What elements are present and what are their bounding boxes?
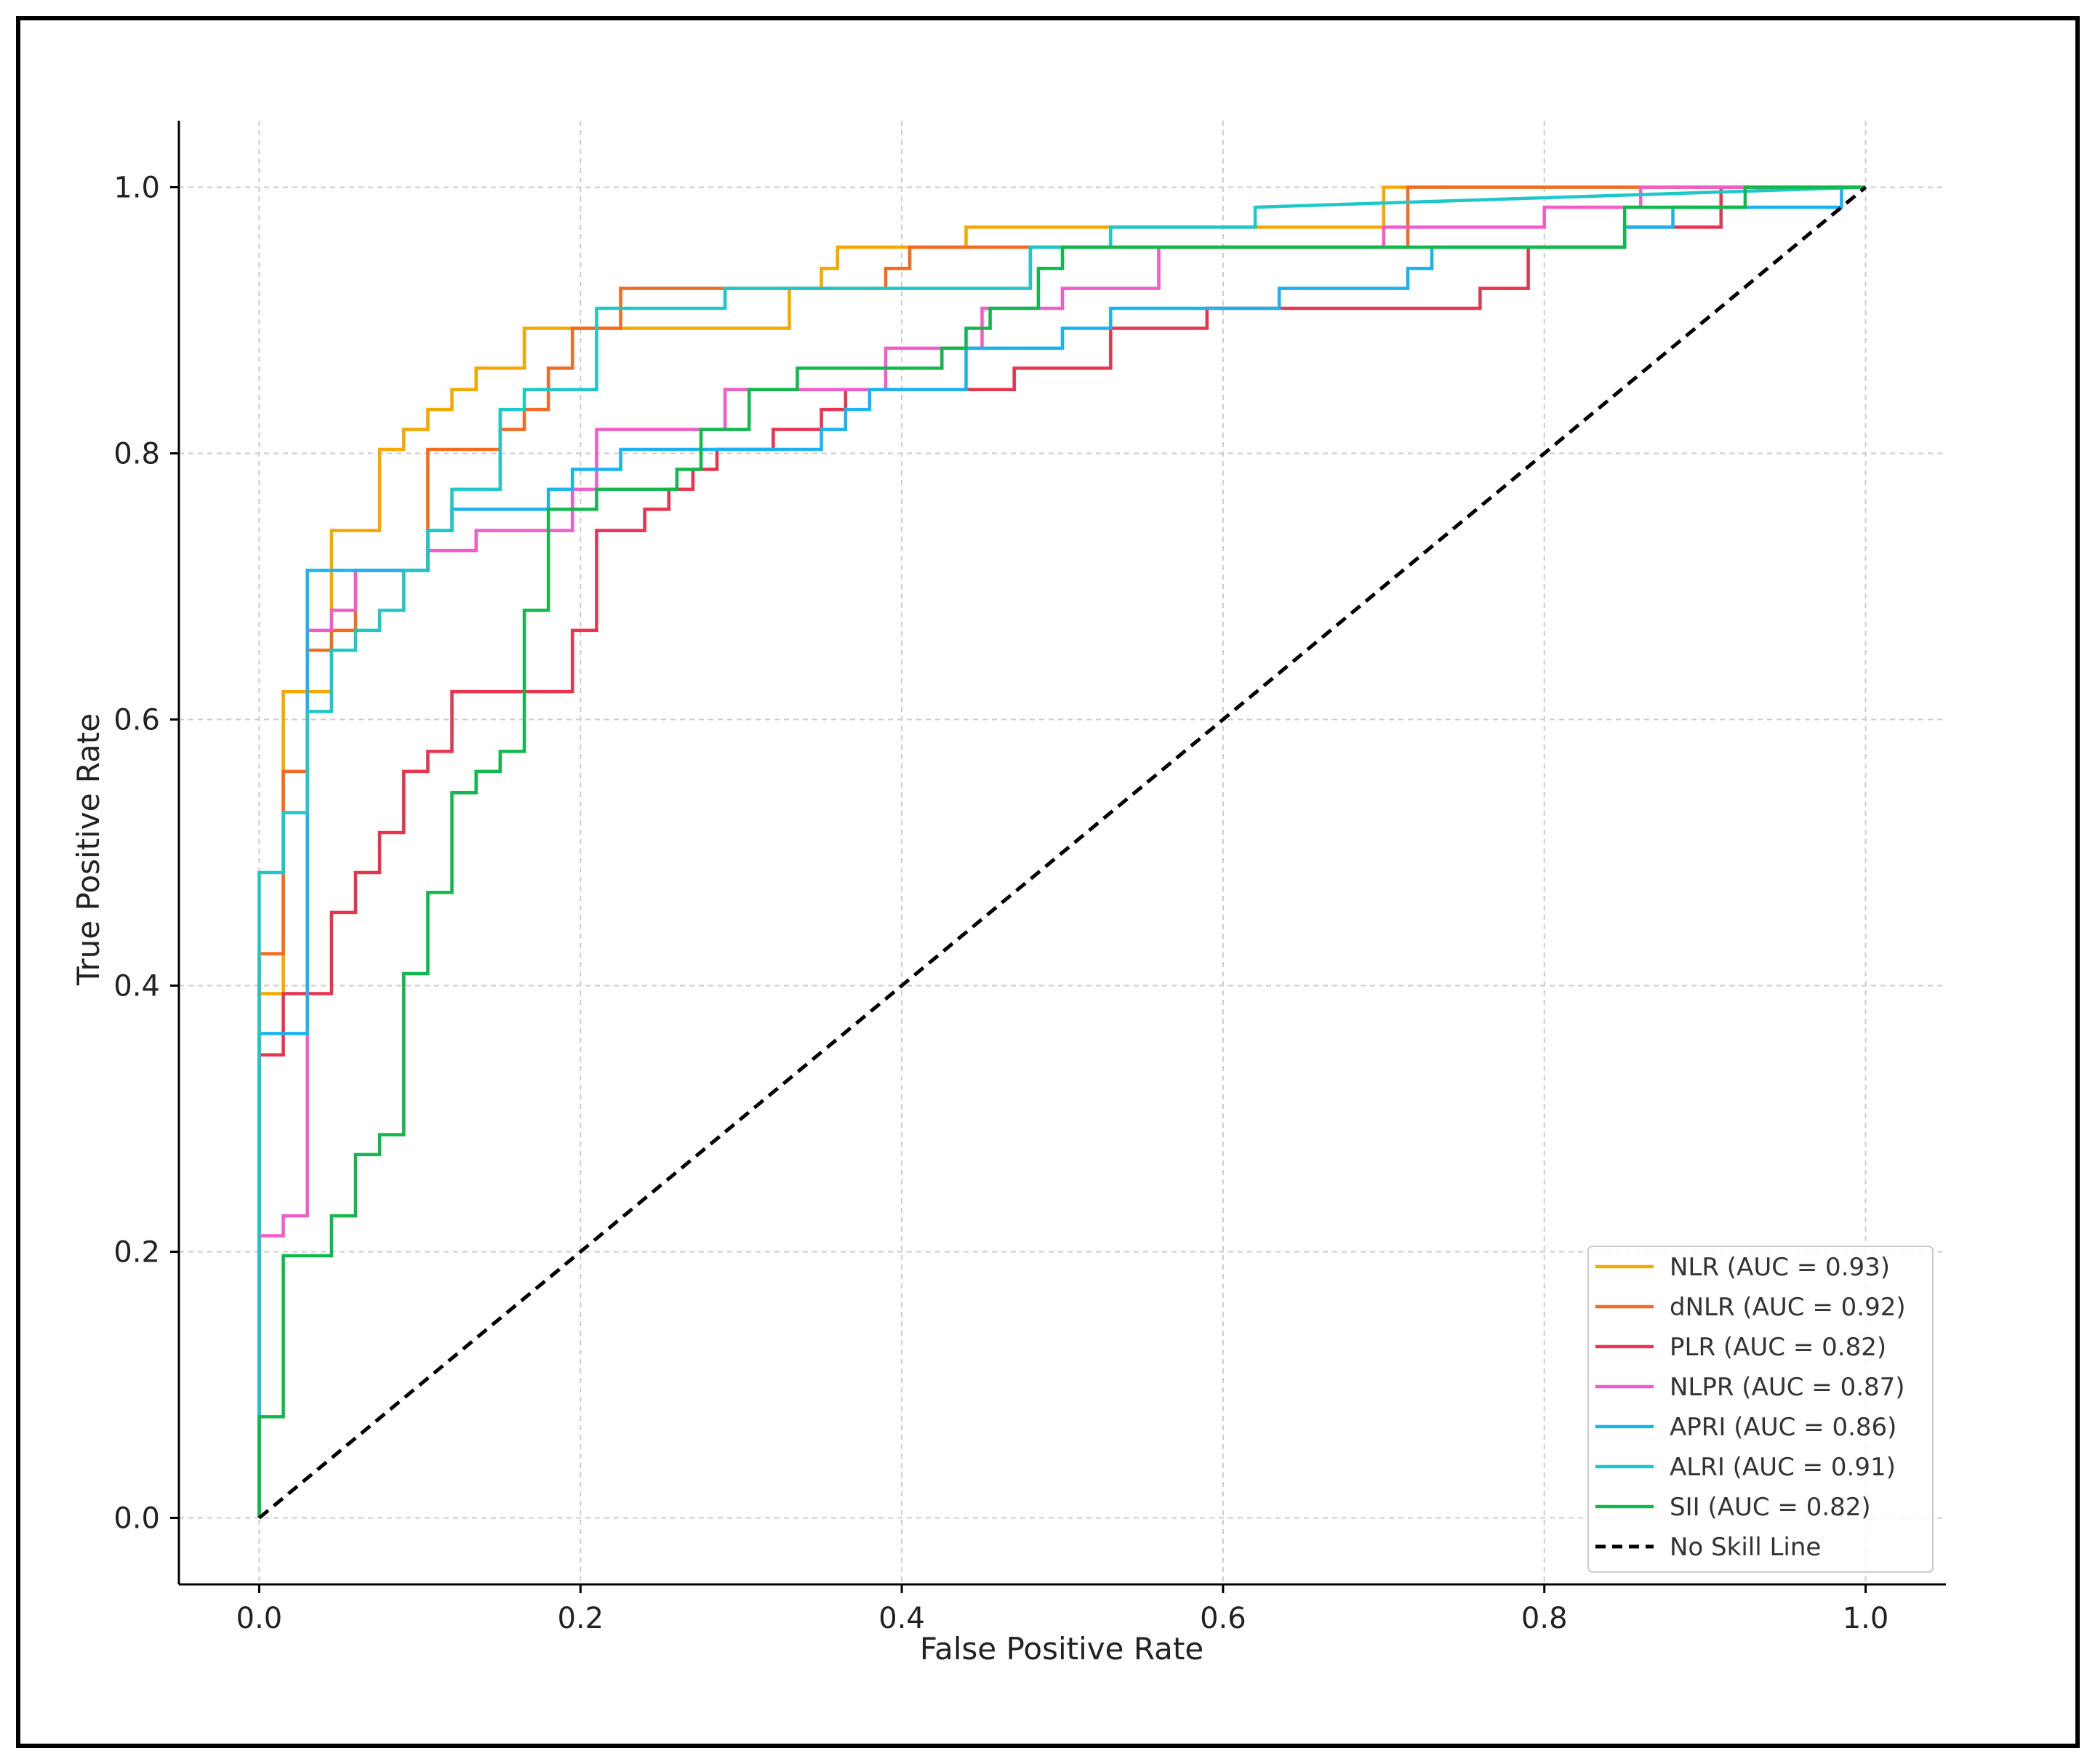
x-tick-label: 0.0 (236, 1602, 283, 1635)
axes-layer (177, 121, 1946, 1586)
x-tick-label: 0.2 (557, 1602, 604, 1635)
y-tick-label: 1.0 (113, 172, 160, 205)
grid-layer (179, 121, 1946, 1584)
x-axis-title: False Positive Rate (920, 1631, 1203, 1667)
series-line-alri (257, 185, 1866, 1518)
legend-label-apri: APRI (AUC = 0.86) (1670, 1413, 1896, 1442)
y-tick-label: 0.8 (113, 438, 160, 471)
series-line-nlpr (257, 185, 1866, 1518)
y-tick-label: 0.6 (113, 704, 160, 737)
y-tick-label: 0.0 (113, 1502, 160, 1536)
y-tick-label: 0.4 (113, 970, 160, 1003)
x-tick-label: 1.0 (1843, 1602, 1889, 1635)
legend-label-alri: ALRI (AUC = 0.91) (1670, 1453, 1896, 1482)
x-tick-label: 0.6 (1200, 1602, 1246, 1635)
series-line-no-skill-line (257, 185, 1867, 1520)
legend-box (1587, 1246, 1934, 1573)
series-line-sii (257, 185, 1866, 1518)
y-tick-label: 0.2 (113, 1236, 160, 1270)
legend-label-sii: SII (AUC = 0.82) (1670, 1493, 1871, 1522)
x-tick-label: 0.4 (878, 1602, 925, 1635)
series-line-nlr (257, 185, 1866, 1518)
legend-label-no-skill-line: No Skill Line (1670, 1533, 1821, 1562)
legend-label-nlpr: NLPR (AUC = 0.87) (1670, 1373, 1905, 1402)
series-line-plr (257, 185, 1866, 1518)
x-tick-label: 0.8 (1521, 1602, 1568, 1635)
legend-label-dnlr: dNLR (AUC = 0.92) (1670, 1293, 1906, 1322)
legend: NLR (AUC = 0.93) dNLR (AUC = 0.92) PLR (AU… (1587, 1246, 1934, 1573)
legend-label-nlr: NLR (AUC = 0.93) (1670, 1253, 1890, 1282)
y-axis-title: True Positive Rate (71, 713, 106, 986)
series-layer (257, 185, 1867, 1520)
ticks-layer: 0.0 0.2 0.4 0.6 0.8 1.0 0.0 0.2 0.4 0.6 0.8 1.0 (113, 172, 1888, 1636)
legend-label-plr: PLR (AUC = 0.82) (1670, 1333, 1886, 1362)
